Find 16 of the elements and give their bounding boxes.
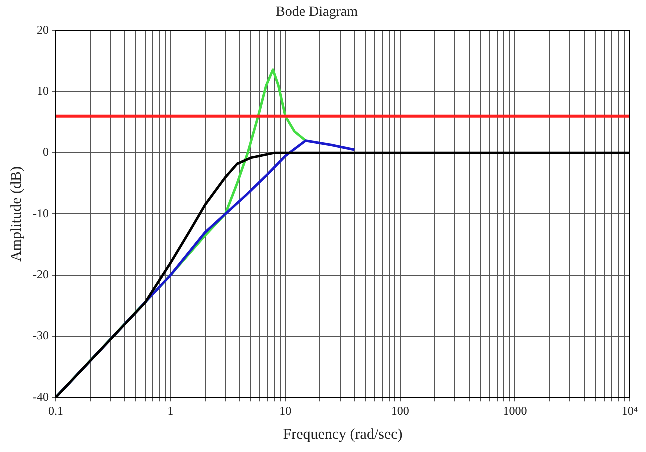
y-tick-label: 10 (36, 84, 49, 98)
x-tick-label: 10⁴ (622, 404, 638, 418)
y-axis-title: Amplitude (dB) (8, 166, 25, 262)
chart-title: Bode Diagram (276, 5, 358, 20)
y-tick-label: -30 (32, 328, 49, 343)
x-tick-label: 1000 (503, 404, 528, 418)
x-tick-label: 0.1 (48, 404, 64, 418)
y-tick-label: -20 (32, 267, 49, 282)
x-tick-label: 1 (168, 404, 174, 418)
x-tick-label: 10 (280, 404, 292, 418)
y-tick-label: -40 (32, 390, 49, 404)
y-tick-label: 20 (36, 22, 49, 37)
x-axis-title: Frequency (rad/sec) (283, 426, 403, 443)
y-tick-label: -10 (32, 206, 49, 220)
x-tick-label: 100 (391, 404, 410, 418)
y-tick-label: 0 (42, 145, 49, 160)
